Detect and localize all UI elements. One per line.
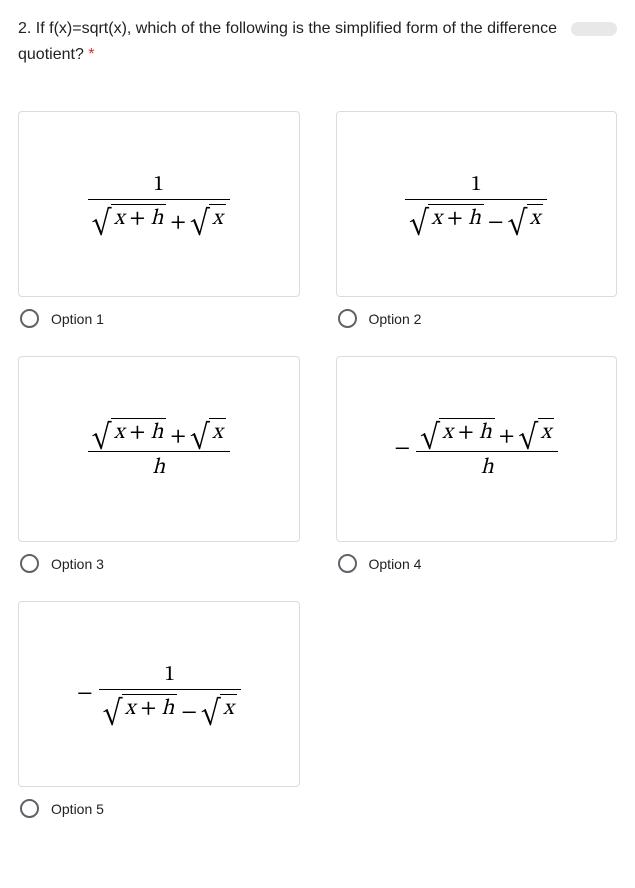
option-cell: −1√x + h−√x Option 5 (18, 601, 300, 836)
formula-card[interactable]: √x + h+√xh (18, 356, 300, 542)
option-cell: 1√x + h−√x Option 2 (336, 111, 618, 346)
option-label: Option 3 (51, 556, 104, 572)
options-grid: 1√x + h+√x Option 1 1√x + h−√x Option 2 √x +… (18, 111, 617, 836)
formula: 1√x + h+√x (88, 173, 230, 235)
formula-card[interactable]: −1√x + h−√x (18, 601, 300, 787)
option-radio-row[interactable]: Option 1 (20, 309, 298, 328)
option-radio-row[interactable]: Option 4 (338, 554, 616, 573)
question-number: 2. (18, 20, 31, 37)
required-asterisk: * (88, 46, 94, 63)
question-text: 2. If f(x)=sqrt(x), which of the followi… (18, 16, 563, 67)
formula: √x + h+√xh (88, 418, 230, 480)
radio-icon[interactable] (338, 309, 357, 328)
option-label: Option 1 (51, 311, 104, 327)
formula-card[interactable]: 1√x + h−√x (336, 111, 618, 297)
formula: −1√x + h−√x (77, 663, 241, 725)
option-label: Option 4 (369, 556, 422, 572)
formula-card[interactable]: 1√x + h+√x (18, 111, 300, 297)
question-body: If f(x)=sqrt(x), which of the following … (18, 20, 557, 63)
radio-icon[interactable] (20, 309, 39, 328)
option-cell: 1√x + h+√x Option 1 (18, 111, 300, 346)
formula: −√x + h+√xh (394, 418, 558, 480)
option-radio-row[interactable]: Option 3 (20, 554, 298, 573)
option-cell: −√x + h+√xh Option 4 (336, 356, 618, 591)
option-radio-row[interactable]: Option 2 (338, 309, 616, 328)
radio-icon[interactable] (20, 554, 39, 573)
radio-icon[interactable] (338, 554, 357, 573)
option-cell: √x + h+√xh Option 3 (18, 356, 300, 591)
option-label: Option 2 (369, 311, 422, 327)
points-badge (571, 22, 617, 36)
option-label: Option 5 (51, 801, 104, 817)
formula: 1√x + h−√x (405, 173, 547, 235)
formula-card[interactable]: −√x + h+√xh (336, 356, 618, 542)
radio-icon[interactable] (20, 799, 39, 818)
option-radio-row[interactable]: Option 5 (20, 799, 298, 818)
